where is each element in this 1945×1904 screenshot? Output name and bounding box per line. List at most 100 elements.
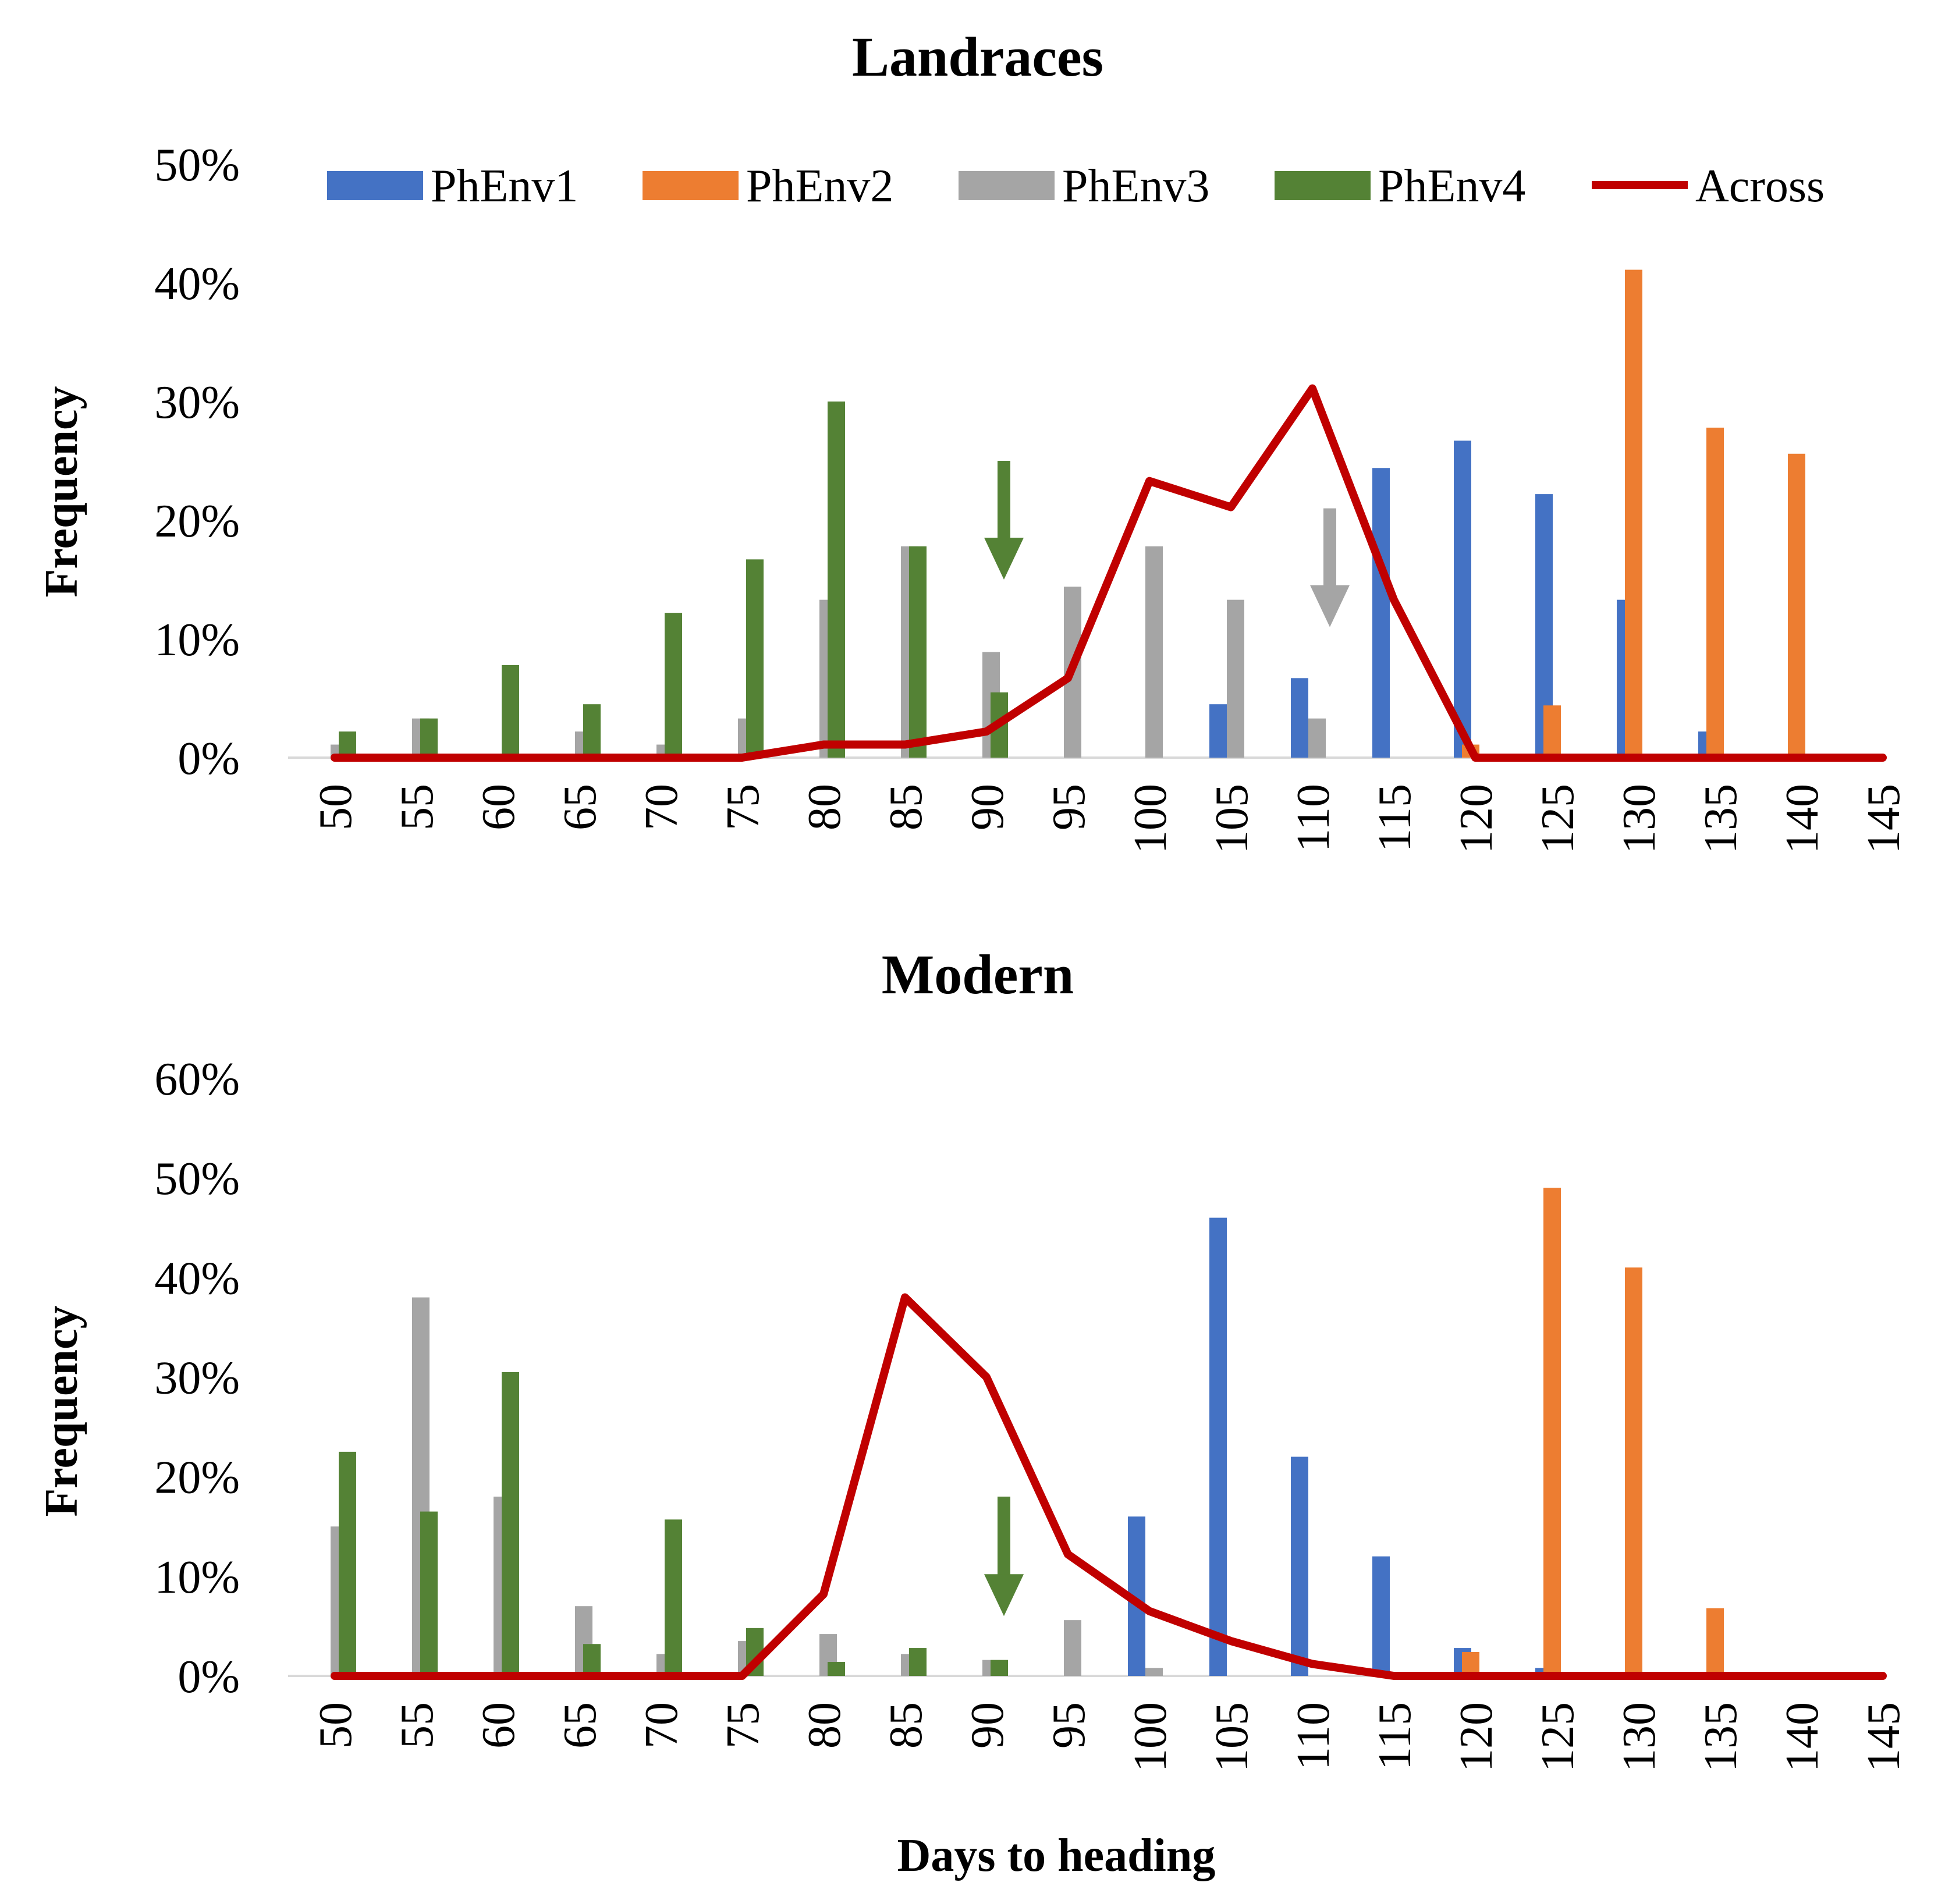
legend-label: PhEnv4 (1378, 161, 1525, 212)
x-tick-label: 70 (636, 1702, 687, 1749)
legend-item-phenv3: PhEnv3 (959, 161, 1209, 212)
x-tick-label: 140 (1777, 784, 1828, 854)
bar-phenv4 (746, 559, 764, 758)
x-tick-label: 135 (1695, 784, 1747, 854)
legend-label: PhEnv2 (746, 161, 893, 212)
x-tick-label: 95 (1044, 784, 1095, 830)
x-tick-label: 100 (1125, 784, 1176, 854)
x-tick-label: 50 (310, 784, 361, 830)
modern-chart: Modern Frequency 0% 10% 20% 30% 40% 50% 60% 50 5… (36, 943, 1909, 1772)
y-tick-label: 0% (178, 733, 240, 784)
x-tick-label: 55 (392, 784, 443, 830)
bar-phenv2 (1543, 705, 1561, 758)
x-tick-label: 85 (881, 784, 932, 830)
x-tick-label: 90 (962, 784, 1013, 830)
y-tick-label: 30% (154, 1353, 240, 1404)
legend-label: Across (1695, 161, 1825, 212)
legend: PhEnv1 PhEnv2 PhEnv3 PhEnv4 Across (327, 161, 1825, 212)
y-tick-label: 50% (154, 140, 240, 191)
x-tick-label: 105 (1206, 784, 1258, 854)
tick-layer: 0% 10% 20% 30% 40% 50% 60% 50 55 60 65 70 75 80 85 90 95… (154, 1054, 1909, 1772)
bar-phenv4 (909, 546, 927, 758)
arrow-layer (984, 461, 1350, 627)
bar-phenv4 (665, 1519, 682, 1676)
y-tick-label: 0% (178, 1651, 240, 1703)
y-tick-label: 20% (154, 1452, 240, 1504)
y-tick-label: 60% (154, 1054, 240, 1105)
x-tick-label: 90 (962, 1702, 1013, 1749)
chart-title: Landraces (852, 26, 1103, 88)
bar-phenv1 (1454, 441, 1471, 758)
x-tick-label: 145 (1858, 784, 1909, 854)
y-tick-label: 40% (154, 258, 240, 310)
line-across (331, 1293, 1887, 1680)
bar-phenv4 (583, 1644, 601, 1676)
x-tick-label: 120 (1451, 784, 1502, 854)
arrow-phenv4 (984, 461, 1024, 580)
x-tick-label: 60 (473, 784, 524, 830)
bar-phenv4 (583, 704, 601, 758)
arrow-phenv3 (1310, 508, 1350, 627)
bar-phenv4 (339, 1451, 356, 1676)
legend-swatch (327, 171, 423, 200)
legend-label: PhEnv1 (431, 161, 578, 212)
x-tick-label: 125 (1532, 1702, 1584, 1772)
x-tick-label: 130 (1614, 784, 1665, 854)
bar-phenv4 (502, 1372, 519, 1676)
bar-phenv4 (828, 1662, 845, 1676)
x-tick-label: 65 (555, 784, 606, 830)
x-tick-label: 50 (310, 1702, 361, 1749)
x-axis-label: Days to heading (897, 1830, 1216, 1881)
bar-phenv3 (1064, 1620, 1081, 1676)
bar-phenv3 (1227, 599, 1244, 758)
line-layer (331, 384, 1887, 762)
chart-title: Modern (882, 943, 1074, 1006)
line-across (331, 384, 1887, 762)
bar-phenv4 (420, 718, 438, 758)
x-tick-label: 65 (555, 1702, 606, 1749)
x-tick-label: 70 (636, 784, 687, 830)
legend-swatch (959, 171, 1055, 200)
bar-phenv3 (1308, 718, 1326, 758)
bar-phenv2 (1706, 1608, 1724, 1676)
bar-layer (331, 269, 1805, 758)
bar-phenv1 (1291, 1457, 1308, 1676)
legend-item-phenv1: PhEnv1 (327, 161, 578, 212)
y-tick-label: 40% (154, 1253, 240, 1304)
bar-phenv3 (1145, 546, 1163, 758)
bar-phenv4 (339, 731, 356, 758)
bar-phenv4 (828, 402, 845, 758)
x-tick-label: 55 (392, 1702, 443, 1749)
line-layer (331, 1293, 1887, 1680)
bar-phenv4 (502, 665, 519, 758)
y-tick-label: 20% (154, 496, 240, 547)
bar-phenv4 (991, 1660, 1008, 1676)
legend-item-across: Across (1592, 161, 1825, 212)
x-tick-label: 145 (1858, 1702, 1909, 1772)
legend-swatch (643, 171, 739, 200)
y-axis-label: Frequency (36, 1306, 87, 1517)
x-tick-label: 105 (1206, 1702, 1258, 1772)
x-tick-label: 135 (1695, 1702, 1747, 1772)
x-tick-label: 110 (1288, 1702, 1339, 1770)
bar-phenv4 (420, 1511, 438, 1676)
y-tick-label: 30% (154, 377, 240, 428)
legend-item-phenv4: PhEnv4 (1275, 161, 1525, 212)
tick-layer: 0% 10% 20% 30% 40% 50% 50 55 60 65 70 75 80 85 90 95 100… (154, 140, 1909, 854)
x-tick-label: 120 (1451, 1702, 1502, 1772)
x-tick-label: 95 (1044, 1702, 1095, 1749)
x-tick-label: 60 (473, 1702, 524, 1749)
bar-phenv4 (665, 613, 682, 758)
legend-label: PhEnv3 (1062, 161, 1209, 212)
bar-phenv2 (1543, 1188, 1561, 1676)
bar-phenv2 (1706, 427, 1724, 758)
x-tick-label: 75 (718, 784, 769, 830)
x-tick-label: 75 (718, 1702, 769, 1749)
bar-phenv1 (1209, 1217, 1227, 1676)
bar-phenv2 (1788, 453, 1805, 758)
y-axis-label: Frequency (36, 386, 87, 598)
bar-phenv1 (1372, 468, 1390, 758)
bar-layer (331, 1188, 1724, 1676)
x-tick-label: 110 (1288, 784, 1339, 852)
